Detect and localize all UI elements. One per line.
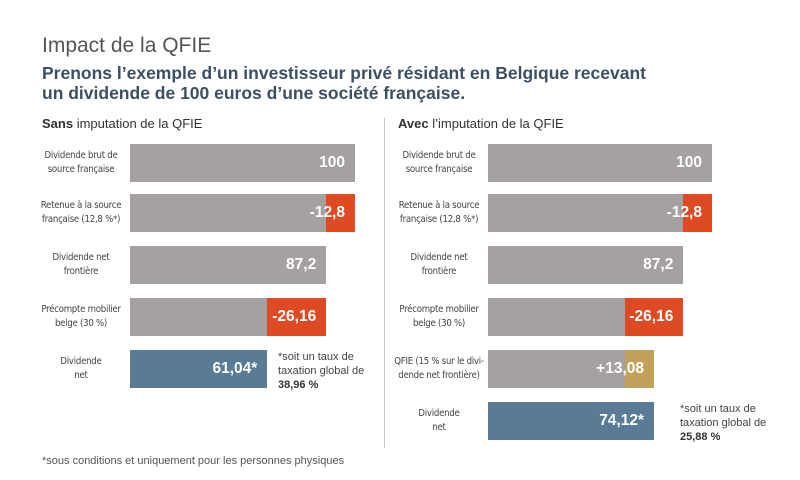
right-panel-heading-bold: Avec <box>398 116 429 131</box>
right-panel-heading-rest: l’imputation de la QFIE <box>428 116 564 131</box>
left-bar-value: 100 <box>319 154 345 171</box>
left-panel-heading-bold: Sans <box>42 116 74 131</box>
left-bar-base <box>130 194 327 232</box>
right-panel-heading: Avec l’imputation de la QFIE <box>398 116 564 131</box>
right-bar <box>624 298 684 336</box>
left-bar-value: -26,16 <box>272 308 317 325</box>
left-bar-base <box>130 298 268 336</box>
left-tax-note-text: *soit un taux de taxation global de <box>278 351 365 377</box>
right-bar-base <box>488 350 625 388</box>
right-bar <box>624 350 655 388</box>
right-bar-value: -12,8 <box>666 204 702 221</box>
left-panel-heading: Sans imputation de la QFIE <box>42 116 202 131</box>
left-bar <box>130 350 268 388</box>
left-bar <box>267 298 327 336</box>
right-bar-value: 74,12* <box>599 412 645 429</box>
right-row-label: QFIE (15 % sur le divi-dende net frontiè… <box>394 356 484 381</box>
left-row-label: Précompte mobilier belge (30 %) <box>41 304 121 329</box>
left-bar-value: -12,8 <box>309 204 345 221</box>
right-row-label: Dividende net <box>418 408 460 433</box>
right-bar <box>488 246 684 284</box>
left-bar <box>326 194 355 232</box>
right-bar-base <box>488 194 684 232</box>
left-bar-value: 61,04* <box>212 360 258 377</box>
right-tax-note-value: 25,88 % <box>680 431 721 443</box>
page-subtitle: Prenons l’exemple d’un investisseur priv… <box>42 63 646 103</box>
right-row-label: Dividende net frontière <box>410 252 468 277</box>
right-bar-base <box>488 298 625 336</box>
left-bar <box>130 144 355 182</box>
right-bar <box>683 194 712 232</box>
page-title: Impact de la QFIE <box>42 34 212 57</box>
right-bar-value: +13,08 <box>596 360 645 377</box>
left-row-label: Dividende net <box>60 356 102 381</box>
left-row-label: Dividende brut de source française <box>44 150 118 175</box>
left-row-label: Dividende net frontière <box>52 252 110 277</box>
right-bar-value: -26,16 <box>629 308 674 325</box>
left-tax-note-value: 38,96 % <box>278 379 319 391</box>
right-row-label: Dividende brut de source française <box>402 150 476 175</box>
left-bar-value: 87,2 <box>286 256 317 273</box>
right-bar-value: 100 <box>676 154 702 171</box>
right-bar-value: 87,2 <box>643 256 674 273</box>
left-row-label: Retenue à la source française (12,8 %*) <box>40 200 122 225</box>
right-tax-note-text: *soit un taux de taxation global de <box>680 403 767 429</box>
footnote: *sous conditions et uniquement pour les … <box>42 455 345 467</box>
left-panel-heading-rest: imputation de la QFIE <box>73 116 203 131</box>
right-tax-note: *soit un taux de taxation global de 25,8… <box>680 402 790 444</box>
left-tax-note: *soit un taux de taxation global de 38,96… <box>278 350 388 392</box>
right-row-label: Retenue à la source française (12,8 %*) <box>398 200 480 225</box>
right-bar <box>488 144 712 182</box>
right-bar <box>488 402 655 440</box>
panel-divider <box>384 118 385 448</box>
left-bar <box>130 246 327 284</box>
right-row-label: Précompte mobilier belge (30 %) <box>399 304 479 329</box>
